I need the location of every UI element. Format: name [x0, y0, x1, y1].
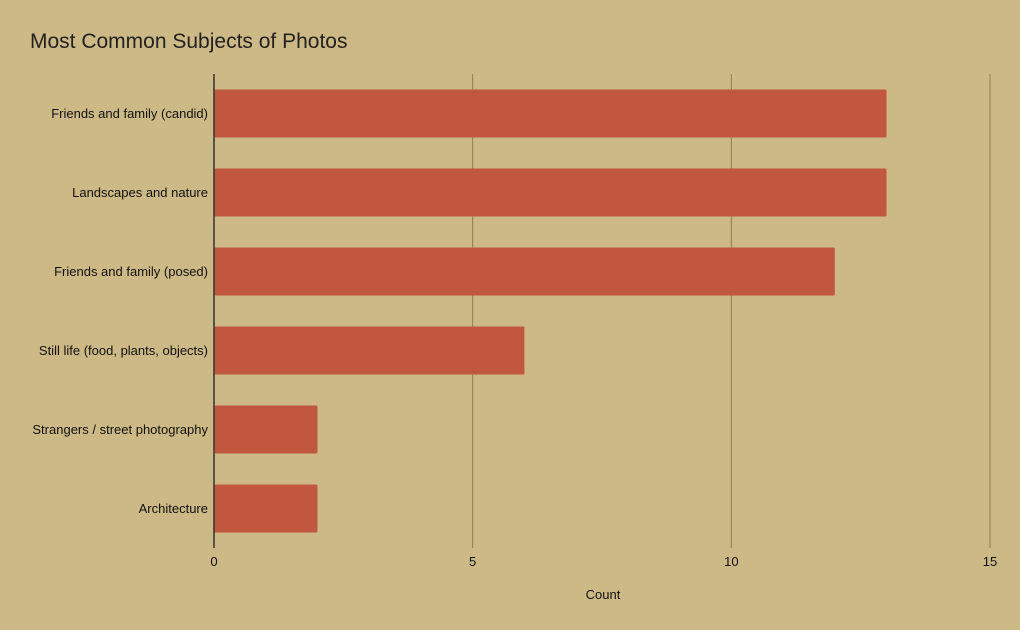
bar: [214, 484, 318, 533]
bar: [214, 168, 887, 217]
category-label: Still life (food, plants, objects): [39, 343, 208, 358]
bar: [214, 247, 835, 296]
bar: [214, 326, 525, 375]
x-tick-label: 5: [469, 554, 476, 569]
x-tick-label: 0: [210, 554, 217, 569]
bar: [214, 89, 887, 138]
x-tick-label: 15: [983, 554, 997, 569]
chart-title: Most Common Subjects of Photos: [30, 30, 347, 53]
category-label: Friends and family (posed): [54, 264, 208, 279]
category-label: Friends and family (candid): [51, 106, 208, 121]
bar: [214, 405, 318, 454]
category-labels: Friends and family (candid) Landscapes an…: [32, 106, 208, 516]
bars: [214, 89, 887, 533]
category-label: Strangers / street photography: [32, 422, 208, 437]
x-axis-title: Count: [586, 587, 621, 602]
x-tick-label: 10: [724, 554, 738, 569]
x-tick-labels: 0 5 10 15: [210, 554, 997, 569]
category-label: Landscapes and nature: [72, 185, 208, 200]
gridlines: [472, 74, 991, 548]
category-label: Architecture: [139, 501, 208, 516]
